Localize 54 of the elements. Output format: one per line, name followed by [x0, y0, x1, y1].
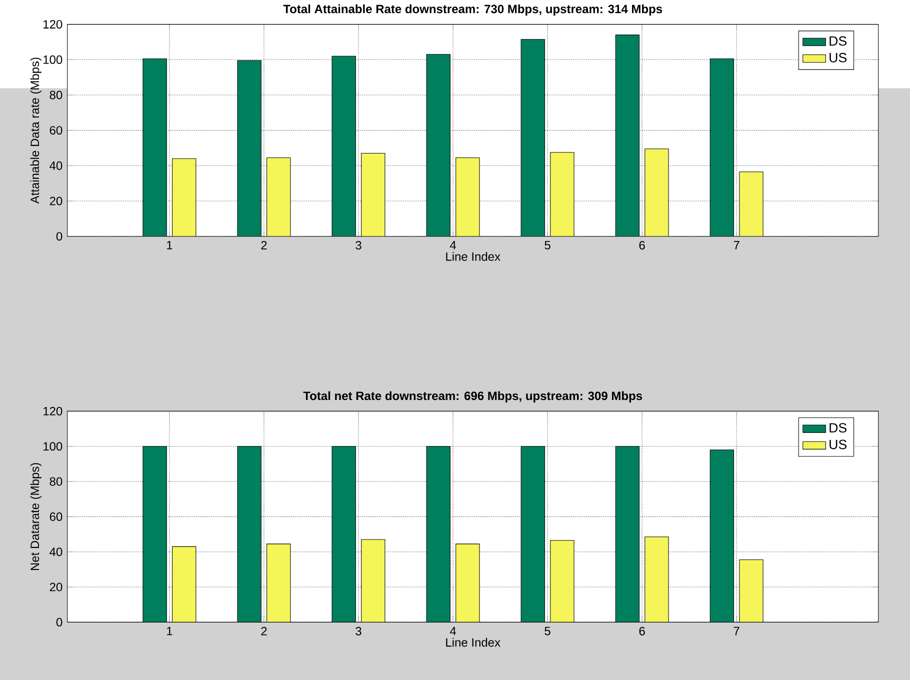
x-tick-label: 6: [639, 626, 645, 636]
x-tick-label: 4: [450, 240, 456, 250]
x-tick-label: 5: [544, 240, 550, 250]
bar: [520, 38, 545, 236]
y-tick-label: 120: [44, 406, 62, 416]
y-tick-label: 0: [56, 618, 62, 626]
y-tick-label: 40: [50, 547, 62, 556]
x-tick-label: 2: [261, 626, 267, 636]
x-tick-label: 1: [167, 626, 172, 636]
y-axis-title: Attainable Data rate (Mbps): [30, 58, 42, 204]
x-tick-label: 3: [356, 626, 362, 636]
x-axis-title: Line Index: [446, 638, 500, 647]
x-tick-label: 6: [639, 240, 645, 250]
x-tick-label: 1: [167, 240, 172, 250]
bar: [426, 54, 450, 236]
x-tick-label: 3: [356, 240, 362, 250]
bar: [550, 540, 574, 622]
y-tick-label: 100: [44, 55, 62, 64]
y-tick-label: 20: [50, 196, 62, 206]
bar: [266, 544, 291, 622]
y-tick-label: 60: [50, 512, 62, 521]
bar: [710, 58, 734, 236]
y-axis-title: Net Datarate (Mbps): [30, 462, 42, 570]
x-tick-label: 5: [544, 626, 550, 636]
x-tick-label: 7: [734, 626, 740, 636]
y-tick-label: 60: [50, 126, 62, 134]
x-tick-label: 7: [734, 240, 740, 250]
chart-title: Total net Rate downstream: 696 Mbps, upstream: 309 Mbps: [303, 391, 642, 402]
legend-label: US: [830, 52, 846, 62]
y-tick-label: 0: [56, 232, 62, 240]
bar: [644, 536, 669, 622]
legend-label: DS: [830, 423, 846, 432]
bar: [520, 446, 545, 622]
bar: [361, 539, 386, 622]
y-tick-label: 120: [44, 20, 62, 28]
y-tick-label: 80: [50, 477, 62, 486]
x-tick-label: 2: [261, 240, 267, 250]
y-tick-label: 40: [50, 161, 62, 170]
bar: [142, 446, 167, 622]
x-tick-label: 4: [450, 626, 456, 636]
legend-label: DS: [830, 36, 846, 46]
bar: [172, 546, 196, 622]
chart-title: Total Attainable Rate downstream: 730 Mbps, upstream: 314 Mbps: [283, 4, 662, 16]
y-tick-label: 80: [50, 90, 62, 100]
x-axis-title: Line Index: [446, 252, 500, 261]
y-tick-label: 20: [50, 582, 62, 592]
bar: [237, 60, 262, 236]
y-tick-label: 100: [44, 442, 62, 451]
bar: [456, 544, 480, 622]
bar: [615, 34, 640, 236]
bar: [332, 56, 356, 236]
legend-label: US: [830, 440, 846, 450]
bar: [739, 559, 764, 622]
bar: [142, 58, 167, 236]
